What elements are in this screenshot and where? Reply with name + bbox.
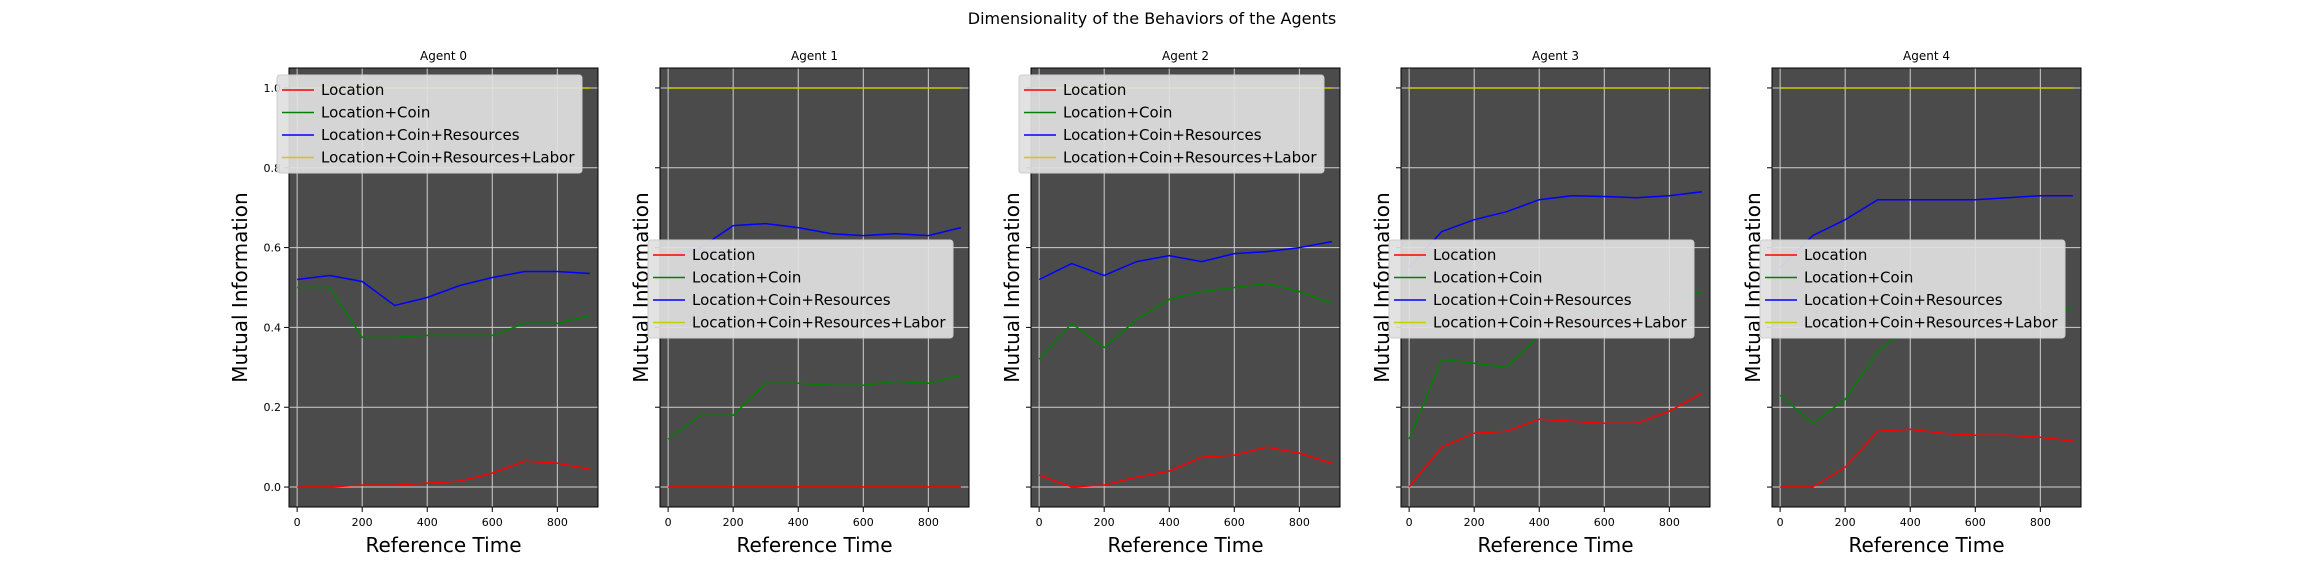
- legend-box: [1018, 74, 1325, 174]
- legend-label: Location+Coin: [692, 269, 801, 287]
- legend: Location Location+Coin Location+Coin+Resou…: [647, 239, 954, 339]
- legend-label: Location+Coin+Resources+Labor: [1804, 314, 2058, 332]
- legend-label: Location+Coin+Resources: [1063, 126, 1262, 144]
- x-tick-label: 600: [1594, 516, 1615, 529]
- x-tick-label: 400: [788, 516, 809, 529]
- series-line-location-coin-resources: [1408, 190, 1702, 269]
- x-tick-label: 200: [723, 516, 744, 529]
- legend-label: Location+Coin+Resources+Labor: [321, 149, 575, 167]
- y-tick-label: 0.2: [264, 401, 282, 414]
- y-axis-label: Mutual Information: [228, 192, 252, 382]
- x-axis-label: Reference Time: [736, 533, 892, 557]
- y-tick-label: 0.4: [264, 321, 282, 334]
- x-tick-label: 800: [1659, 516, 1680, 529]
- y-tick-label: 0.0: [264, 481, 282, 494]
- panel-title: Agent 2: [1162, 49, 1209, 63]
- legend-label: Location+Coin+Resources: [692, 291, 891, 309]
- series-line-location-coin: [297, 286, 591, 339]
- x-tick-label: 400: [1900, 516, 1921, 529]
- legend-label: Location: [692, 246, 755, 264]
- x-axis-label: Reference Time: [1477, 533, 1633, 557]
- legend-box: [647, 239, 954, 339]
- series-line-location: [1038, 446, 1333, 488]
- legend-box: [1759, 239, 2066, 339]
- x-tick-label: 0: [1406, 516, 1413, 529]
- y-axis-label: Mutual Information: [1000, 192, 1024, 382]
- legend-box: [1388, 239, 1695, 339]
- panel-title: Agent 1: [791, 49, 838, 63]
- series-line-location-coin-resources: [1038, 240, 1333, 281]
- x-tick-label: 600: [1224, 516, 1245, 529]
- x-tick-label: 400: [1159, 516, 1180, 529]
- x-tick-label: 800: [2030, 516, 2051, 529]
- x-axis-label: Reference Time: [1848, 533, 2004, 557]
- plot-border: [1030, 67, 1341, 508]
- x-tick-label: 200: [1464, 516, 1485, 529]
- x-tick-label: 0: [294, 516, 301, 529]
- series-line-location-coin: [1038, 282, 1333, 360]
- x-tick-label: 600: [482, 516, 503, 529]
- legend-label: Location+Coin: [1063, 104, 1172, 122]
- series-line-location-coin-resources: [1779, 194, 2073, 269]
- series-line-location: [297, 460, 591, 488]
- legend: Location Location+Coin Location+Coin+Resou…: [1388, 239, 1695, 339]
- legend-label: Location+Coin: [1804, 269, 1913, 287]
- legend: Location Location+Coin Location+Coin+Resou…: [276, 74, 583, 174]
- y-tick-label: 0.6: [264, 242, 282, 255]
- series-line-location: [1780, 428, 2073, 488]
- x-tick-label: 400: [417, 516, 438, 529]
- legend-label: Location+Coin+Resources: [321, 126, 520, 144]
- x-tick-label: 800: [547, 516, 568, 529]
- x-tick-label: 800: [1289, 516, 1310, 529]
- x-tick-label: 200: [1094, 516, 1115, 529]
- x-tick-label: 0: [1036, 516, 1043, 529]
- legend-label: Location: [321, 81, 384, 99]
- series-line-location-coin-resources: [297, 270, 590, 307]
- panel-title: Agent 0: [420, 49, 467, 63]
- legend-label: Location: [1063, 81, 1126, 99]
- legend-label: Location: [1433, 246, 1496, 264]
- x-tick-label: 0: [1777, 516, 1784, 529]
- series-line-location-coin: [667, 374, 962, 440]
- panel-title: Agent 3: [1532, 49, 1579, 63]
- legend-label: Location+Coin: [321, 104, 430, 122]
- x-tick-label: 600: [853, 516, 874, 529]
- x-tick-label: 200: [1835, 516, 1856, 529]
- legend-box: [276, 74, 583, 174]
- x-axis-label: Reference Time: [365, 533, 521, 557]
- x-tick-label: 600: [1965, 516, 1986, 529]
- series-line-location: [1408, 392, 1703, 488]
- legend-label: Location+Coin: [1433, 269, 1542, 287]
- legend-label: Location+Coin+Resources: [1804, 291, 2003, 309]
- x-axis-label: Reference Time: [1107, 533, 1263, 557]
- legend-label: Location+Coin+Resources: [1433, 291, 1632, 309]
- series-line-location-coin-resources: [667, 222, 962, 257]
- panel-title: Agent 4: [1903, 49, 1950, 63]
- legend-label: Location+Coin+Resources+Labor: [692, 314, 946, 332]
- x-tick-label: 400: [1529, 516, 1550, 529]
- x-tick-label: 200: [352, 516, 373, 529]
- plot-border: [288, 67, 599, 508]
- legend-label: Location: [1804, 246, 1867, 264]
- x-tick-label: 0: [665, 516, 672, 529]
- legend: Location Location+Coin Location+Coin+Resou…: [1759, 239, 2066, 339]
- chart-panel-agent-2: 0 200 400 600 800 Agent 2 Reference Time Mutual…: [1000, 49, 1341, 557]
- figure-title: Dimensionality of the Behaviors of the A…: [968, 9, 1336, 28]
- legend-label: Location+Coin+Resources+Labor: [1063, 149, 1317, 167]
- legend-label: Location+Coin+Resources+Labor: [1433, 314, 1687, 332]
- x-tick-label: 800: [918, 516, 939, 529]
- legend: Location Location+Coin Location+Coin+Resou…: [1018, 74, 1325, 174]
